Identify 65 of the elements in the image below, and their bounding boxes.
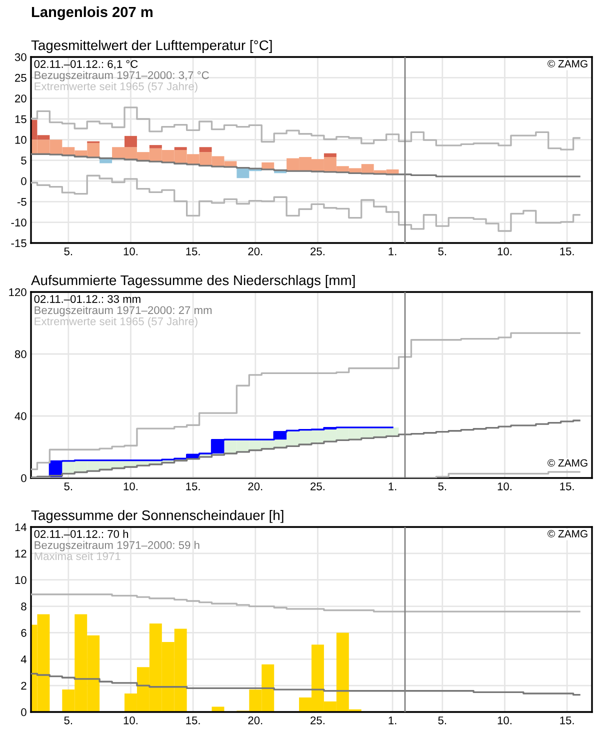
y-tick-label: 15 [15, 115, 26, 124]
x-tick-label: 25. [310, 716, 324, 724]
chart-subtitle: Tagesmittelwert der Lufttemperatur [°C] [31, 40, 272, 53]
annotation: © ZAMG [548, 530, 588, 538]
y-tick-label: 4 [20, 656, 27, 664]
x-tick-label: 10. [124, 247, 138, 256]
x-tick-label: 10. [498, 482, 512, 490]
x-tick-label: 15. [186, 716, 200, 724]
y-tick-label: 20 [15, 94, 26, 102]
x-tick-label: 15. [560, 482, 574, 490]
x-tick-label: 5. [438, 482, 446, 490]
y-tick-label: 12 [15, 550, 26, 558]
y-tick-label: 6 [21, 628, 26, 637]
x-tick-label: 15. [186, 482, 200, 490]
x-tick-label: 15. [186, 248, 200, 256]
annotation: © ZAMG [548, 60, 588, 68]
x-tick-label: 5. [438, 248, 446, 256]
x-tick-label: 5. [438, 716, 446, 724]
chart-title: Aufsummierte Tagessumme des Niederschlags [mm] [31, 274, 355, 288]
chart-title: Tagessumme der Sonnenscheindauer [h] [31, 510, 284, 523]
x-tick-label: 5. [64, 482, 72, 490]
annotation: Maxima seit 1971 [34, 552, 120, 560]
x-tick-label: 15. [560, 716, 574, 724]
x-tick-label: 10. [124, 716, 138, 724]
y-tick-label: 120 [9, 288, 26, 296]
x-tick-label: 5. [64, 716, 72, 724]
y-tick-label: -10 [11, 218, 26, 226]
x-tick-label: 10. [498, 716, 512, 724]
y-tick-label: 14 [15, 523, 27, 532]
y-tick-label: 10 [15, 576, 26, 584]
annotation: Extremwerte seit 1965 (57 Jahre) [34, 82, 198, 92]
y-tick-label: -15 [11, 239, 26, 248]
annotation: 02.11.–01.12.: 33 mm [34, 295, 140, 303]
x-tick-label: 1. [388, 248, 396, 256]
annotation: Extremwerte seit 1965 (57 Jahre) [34, 317, 198, 328]
y-tick-label: 25 [15, 74, 26, 82]
annotation: Bezugszeitraum 1971–2000: 59 h [34, 540, 200, 552]
y-tick-label: 8 [21, 602, 26, 610]
annotation: Bezugszeitraum 1971–2000: 3,7 °C [34, 70, 209, 82]
y-tick-label: 0 [21, 474, 26, 482]
x-tick-label: 20. [248, 716, 262, 724]
x-tick-label: 1. [388, 482, 396, 490]
y-tick-label: 2 [21, 682, 26, 690]
y-tick-label: 5 [21, 156, 26, 164]
chart-title: Langenlois 207 m [32, 6, 152, 20]
x-tick-label: 20. [248, 247, 262, 256]
x-tick-label: 20. [248, 482, 262, 490]
y-tick-label: 40 [14, 412, 26, 420]
annotation: Bezugszeitraum 1971–2000: 27 mm [34, 306, 212, 316]
y-tick-label: 0 [21, 708, 26, 716]
x-tick-label: 10. [498, 247, 512, 256]
annotation: 02.11.–01.12.: 70 h [34, 530, 128, 538]
x-tick-label: 25. [310, 482, 324, 490]
y-tick-label: 30 [14, 53, 26, 62]
x-tick-label: 15. [560, 248, 574, 256]
y-tick-label: -5 [17, 198, 26, 206]
y-tick-label: 10 [15, 136, 26, 144]
x-tick-label: 25. [310, 247, 324, 256]
x-tick-label: 10. [124, 482, 138, 490]
annotation: 02.11.–01.12.: 6,1 °C [34, 60, 138, 70]
y-tick-label: 80 [14, 350, 26, 358]
x-tick-label: 1. [388, 716, 396, 724]
y-tick-label: 0 [21, 177, 26, 186]
x-tick-label: 5. [64, 248, 72, 256]
annotation: © ZAMG [548, 459, 588, 467]
